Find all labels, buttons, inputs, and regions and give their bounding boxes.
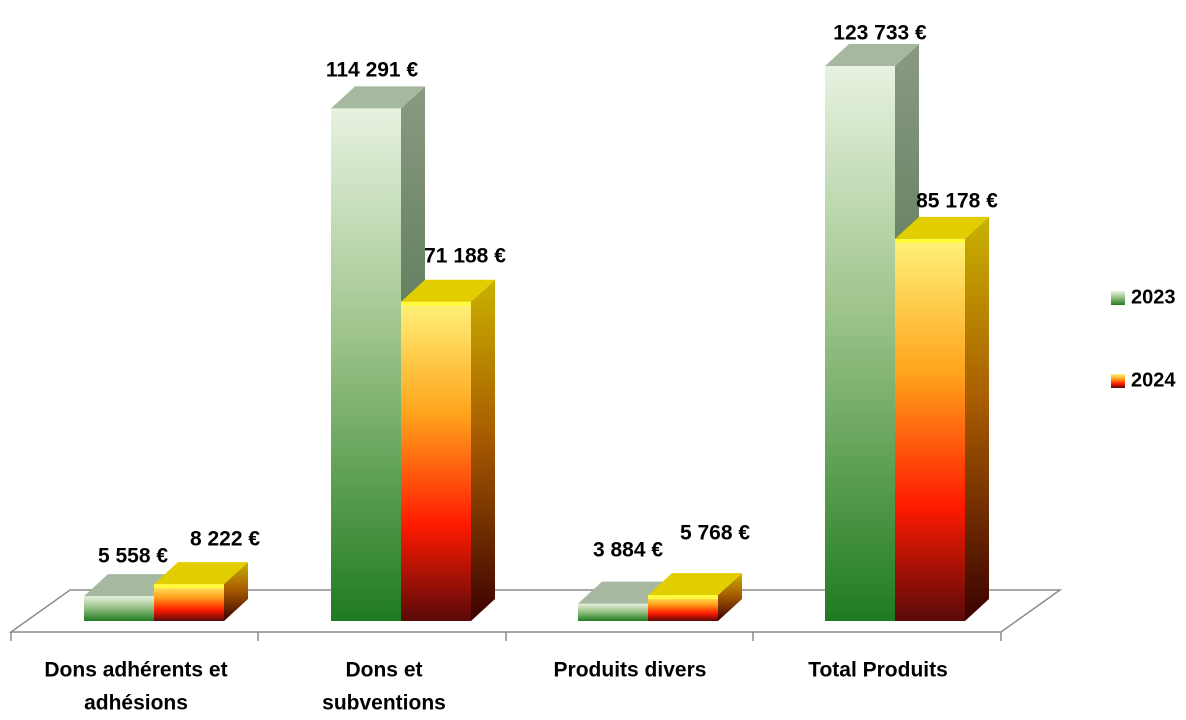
bar-front-face bbox=[401, 301, 471, 621]
legend-swatch bbox=[1111, 291, 1125, 305]
bar-front-face bbox=[84, 596, 154, 621]
legend-item-2024: 2024 bbox=[1111, 369, 1176, 391]
category-label-line: subventions bbox=[322, 692, 446, 715]
bar-front-face bbox=[825, 66, 895, 621]
category-label-line: adhésions bbox=[84, 692, 188, 715]
category-label-line: Produits divers bbox=[554, 659, 707, 682]
bar-front-face bbox=[648, 595, 718, 621]
data-label: 3 884 € bbox=[593, 539, 663, 562]
bar-side-face bbox=[224, 562, 248, 621]
category-label: Dons adhérents et adhésions bbox=[44, 659, 227, 715]
bar-top-face bbox=[648, 573, 742, 596]
data-label: 71 188 € bbox=[424, 245, 506, 268]
bar-front-face bbox=[154, 584, 224, 621]
category-label: Dons et subventions bbox=[322, 659, 446, 715]
bar-top-face bbox=[401, 279, 495, 302]
bar-2024-1 bbox=[401, 279, 495, 621]
data-label: 5 768 € bbox=[680, 522, 750, 545]
bar-top-rim bbox=[895, 238, 965, 243]
bar-front-face bbox=[895, 238, 965, 622]
bar-top-face bbox=[154, 562, 248, 585]
legend-label: 2023 bbox=[1131, 286, 1176, 308]
category-label-line: Total Produits bbox=[808, 659, 948, 682]
bar-top-rim bbox=[401, 301, 471, 306]
category-label: Produits divers bbox=[554, 659, 707, 682]
bar-2023-3 bbox=[825, 44, 919, 621]
data-label: 5 558 € bbox=[98, 545, 168, 568]
category-label-line: Dons adhérents et bbox=[44, 659, 227, 682]
bar-2024-3 bbox=[895, 216, 989, 622]
bar-front-face bbox=[578, 603, 648, 621]
category-label-line: Dons et bbox=[345, 659, 422, 682]
bar-front-face bbox=[331, 108, 401, 622]
data-label: 114 291 € bbox=[326, 59, 419, 82]
data-label: 8 222 € bbox=[190, 528, 260, 551]
bar-side-face bbox=[718, 573, 742, 621]
bar-2024-2 bbox=[648, 573, 742, 621]
legend-label: 2024 bbox=[1131, 369, 1176, 391]
bar-top-face bbox=[825, 44, 919, 66]
legend-item-2023: 2023 bbox=[1111, 286, 1176, 308]
bar-top-face bbox=[895, 216, 989, 239]
bar-top-rim bbox=[154, 584, 224, 589]
bar-2024-0 bbox=[154, 562, 248, 621]
category-label: Total Produits bbox=[808, 659, 948, 682]
data-label: 123 733 € bbox=[833, 22, 927, 45]
data-label: 85 178 € bbox=[916, 190, 998, 213]
chart-floor bbox=[8, 589, 1063, 633]
bar-side-face bbox=[965, 216, 989, 622]
legend-swatch bbox=[1111, 374, 1125, 388]
bar-top-rim bbox=[648, 595, 718, 600]
bar-side-face bbox=[471, 279, 495, 621]
bar-top-face bbox=[331, 86, 425, 109]
